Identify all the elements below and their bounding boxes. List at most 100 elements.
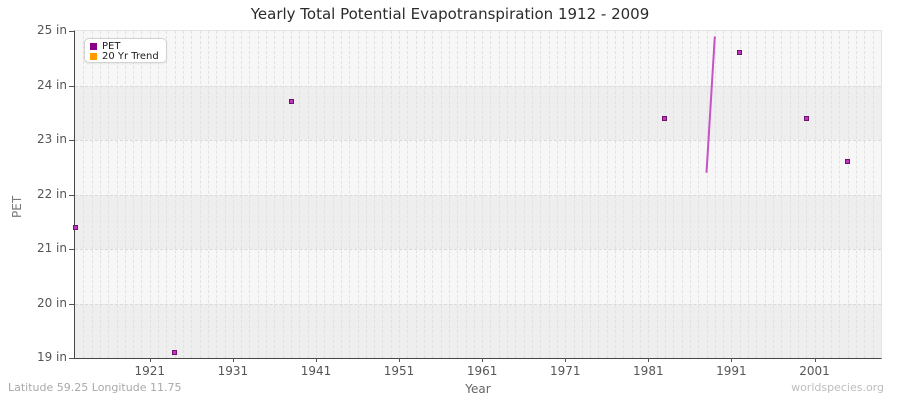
grid-vline bbox=[507, 31, 509, 358]
x-tick-label: 1941 bbox=[300, 364, 332, 378]
x-axis-label: Year bbox=[465, 382, 491, 396]
x-tick-label: 1961 bbox=[466, 364, 498, 378]
data-point bbox=[662, 115, 668, 121]
plot-band bbox=[75, 85, 881, 140]
legend-item-pet: PET bbox=[90, 41, 159, 52]
grid-vline bbox=[648, 31, 650, 358]
grid-vline bbox=[872, 31, 874, 358]
grid-vline bbox=[714, 31, 716, 358]
grid-vline bbox=[731, 31, 733, 358]
pet-series-swatch-icon bbox=[90, 42, 97, 50]
grid-vline bbox=[631, 31, 633, 358]
grid-vline bbox=[216, 31, 218, 358]
data-point bbox=[288, 99, 294, 105]
grid-vline bbox=[581, 31, 583, 358]
plot-band bbox=[75, 194, 881, 249]
legend: PET 20 Yr Trend bbox=[84, 38, 167, 63]
grid-vline bbox=[839, 31, 841, 358]
grid-vline bbox=[390, 31, 392, 358]
grid-vline bbox=[133, 31, 135, 358]
series-lines-layer bbox=[705, 36, 716, 173]
grid-vline bbox=[548, 31, 550, 358]
grid-vline bbox=[382, 31, 384, 358]
grid-vline bbox=[565, 31, 567, 358]
grid-vline bbox=[415, 31, 417, 358]
grid-vline bbox=[781, 31, 783, 358]
x-tick-label: 1971 bbox=[549, 364, 581, 378]
grid-vline bbox=[623, 31, 625, 358]
grid-vline bbox=[282, 31, 284, 358]
grid-vline bbox=[656, 31, 658, 358]
grid-vline bbox=[822, 31, 824, 358]
x-tick-label: 2001 bbox=[799, 364, 830, 378]
grid-hline bbox=[75, 140, 881, 141]
grid-vline bbox=[266, 31, 268, 358]
trend-series-swatch-icon bbox=[90, 52, 97, 60]
y-tick-mark bbox=[69, 85, 74, 87]
grid-vline bbox=[141, 31, 143, 358]
grid-vline bbox=[532, 31, 533, 358]
grid-vline bbox=[498, 31, 500, 358]
grid-vline bbox=[797, 31, 799, 358]
watermark-text: worldspecies.org bbox=[791, 381, 884, 394]
grid-vline bbox=[856, 31, 858, 358]
grid-hline bbox=[75, 249, 881, 250]
grid-vline bbox=[482, 31, 484, 358]
grid-vline bbox=[108, 31, 110, 358]
y-tick-mark bbox=[69, 303, 74, 305]
grid-vline bbox=[124, 31, 126, 358]
y-tick-label: 19 in bbox=[36, 350, 67, 364]
grid-vline bbox=[465, 31, 467, 358]
grid-vline bbox=[515, 31, 517, 358]
x-tick-label: 1951 bbox=[383, 364, 415, 378]
grid-vline bbox=[340, 31, 342, 358]
grid-vline bbox=[423, 31, 425, 358]
data-point bbox=[845, 159, 851, 165]
grid-vline bbox=[257, 31, 259, 358]
grid-vline bbox=[158, 31, 160, 358]
x-tick-label: 1991 bbox=[716, 364, 747, 378]
grid-vline bbox=[523, 31, 525, 358]
grid-vline bbox=[689, 31, 691, 358]
grid-vline bbox=[191, 31, 193, 358]
grid-vline bbox=[698, 31, 700, 358]
data-point bbox=[737, 50, 743, 56]
grid-vline bbox=[307, 31, 309, 358]
grid-vline bbox=[723, 31, 725, 358]
y-tick-mark bbox=[69, 358, 74, 359]
x-tick-mark bbox=[648, 358, 650, 362]
grid-vline bbox=[640, 31, 642, 358]
x-tick-label: 1931 bbox=[217, 364, 249, 378]
plot-area bbox=[72, 30, 882, 359]
grid-vline bbox=[540, 31, 542, 358]
grid-vline bbox=[814, 31, 816, 358]
plot-band bbox=[75, 31, 881, 86]
grid-vline bbox=[374, 31, 376, 358]
x-tick-mark bbox=[731, 358, 733, 362]
grid-hline bbox=[75, 303, 881, 305]
grid-vline bbox=[847, 31, 849, 358]
grid-vline bbox=[357, 31, 359, 358]
x-tick-label: 1921 bbox=[134, 364, 166, 378]
plot-band bbox=[75, 140, 881, 195]
y-tick-mark bbox=[69, 140, 74, 141]
x-tick-mark bbox=[482, 358, 484, 362]
y-tick-label: 20 in bbox=[36, 295, 67, 310]
grid-vline bbox=[166, 31, 168, 358]
grid-vline bbox=[864, 31, 866, 358]
grid-vline bbox=[91, 31, 93, 358]
grid-vline bbox=[440, 31, 442, 358]
grid-vline bbox=[224, 31, 226, 358]
grid-vline bbox=[83, 31, 85, 358]
grid-vline bbox=[249, 31, 251, 358]
grid-vline bbox=[573, 31, 575, 358]
legend-item-trend: 20 Yr Trend bbox=[90, 51, 159, 62]
grid-vline bbox=[831, 31, 833, 358]
y-tick-mark bbox=[69, 249, 74, 250]
grid-vline bbox=[99, 31, 101, 358]
grid-vline bbox=[232, 31, 234, 358]
grid-vline bbox=[756, 31, 758, 358]
grid-vline bbox=[199, 31, 201, 358]
x-tick-mark bbox=[315, 358, 317, 362]
y-tick-mark bbox=[69, 194, 74, 196]
